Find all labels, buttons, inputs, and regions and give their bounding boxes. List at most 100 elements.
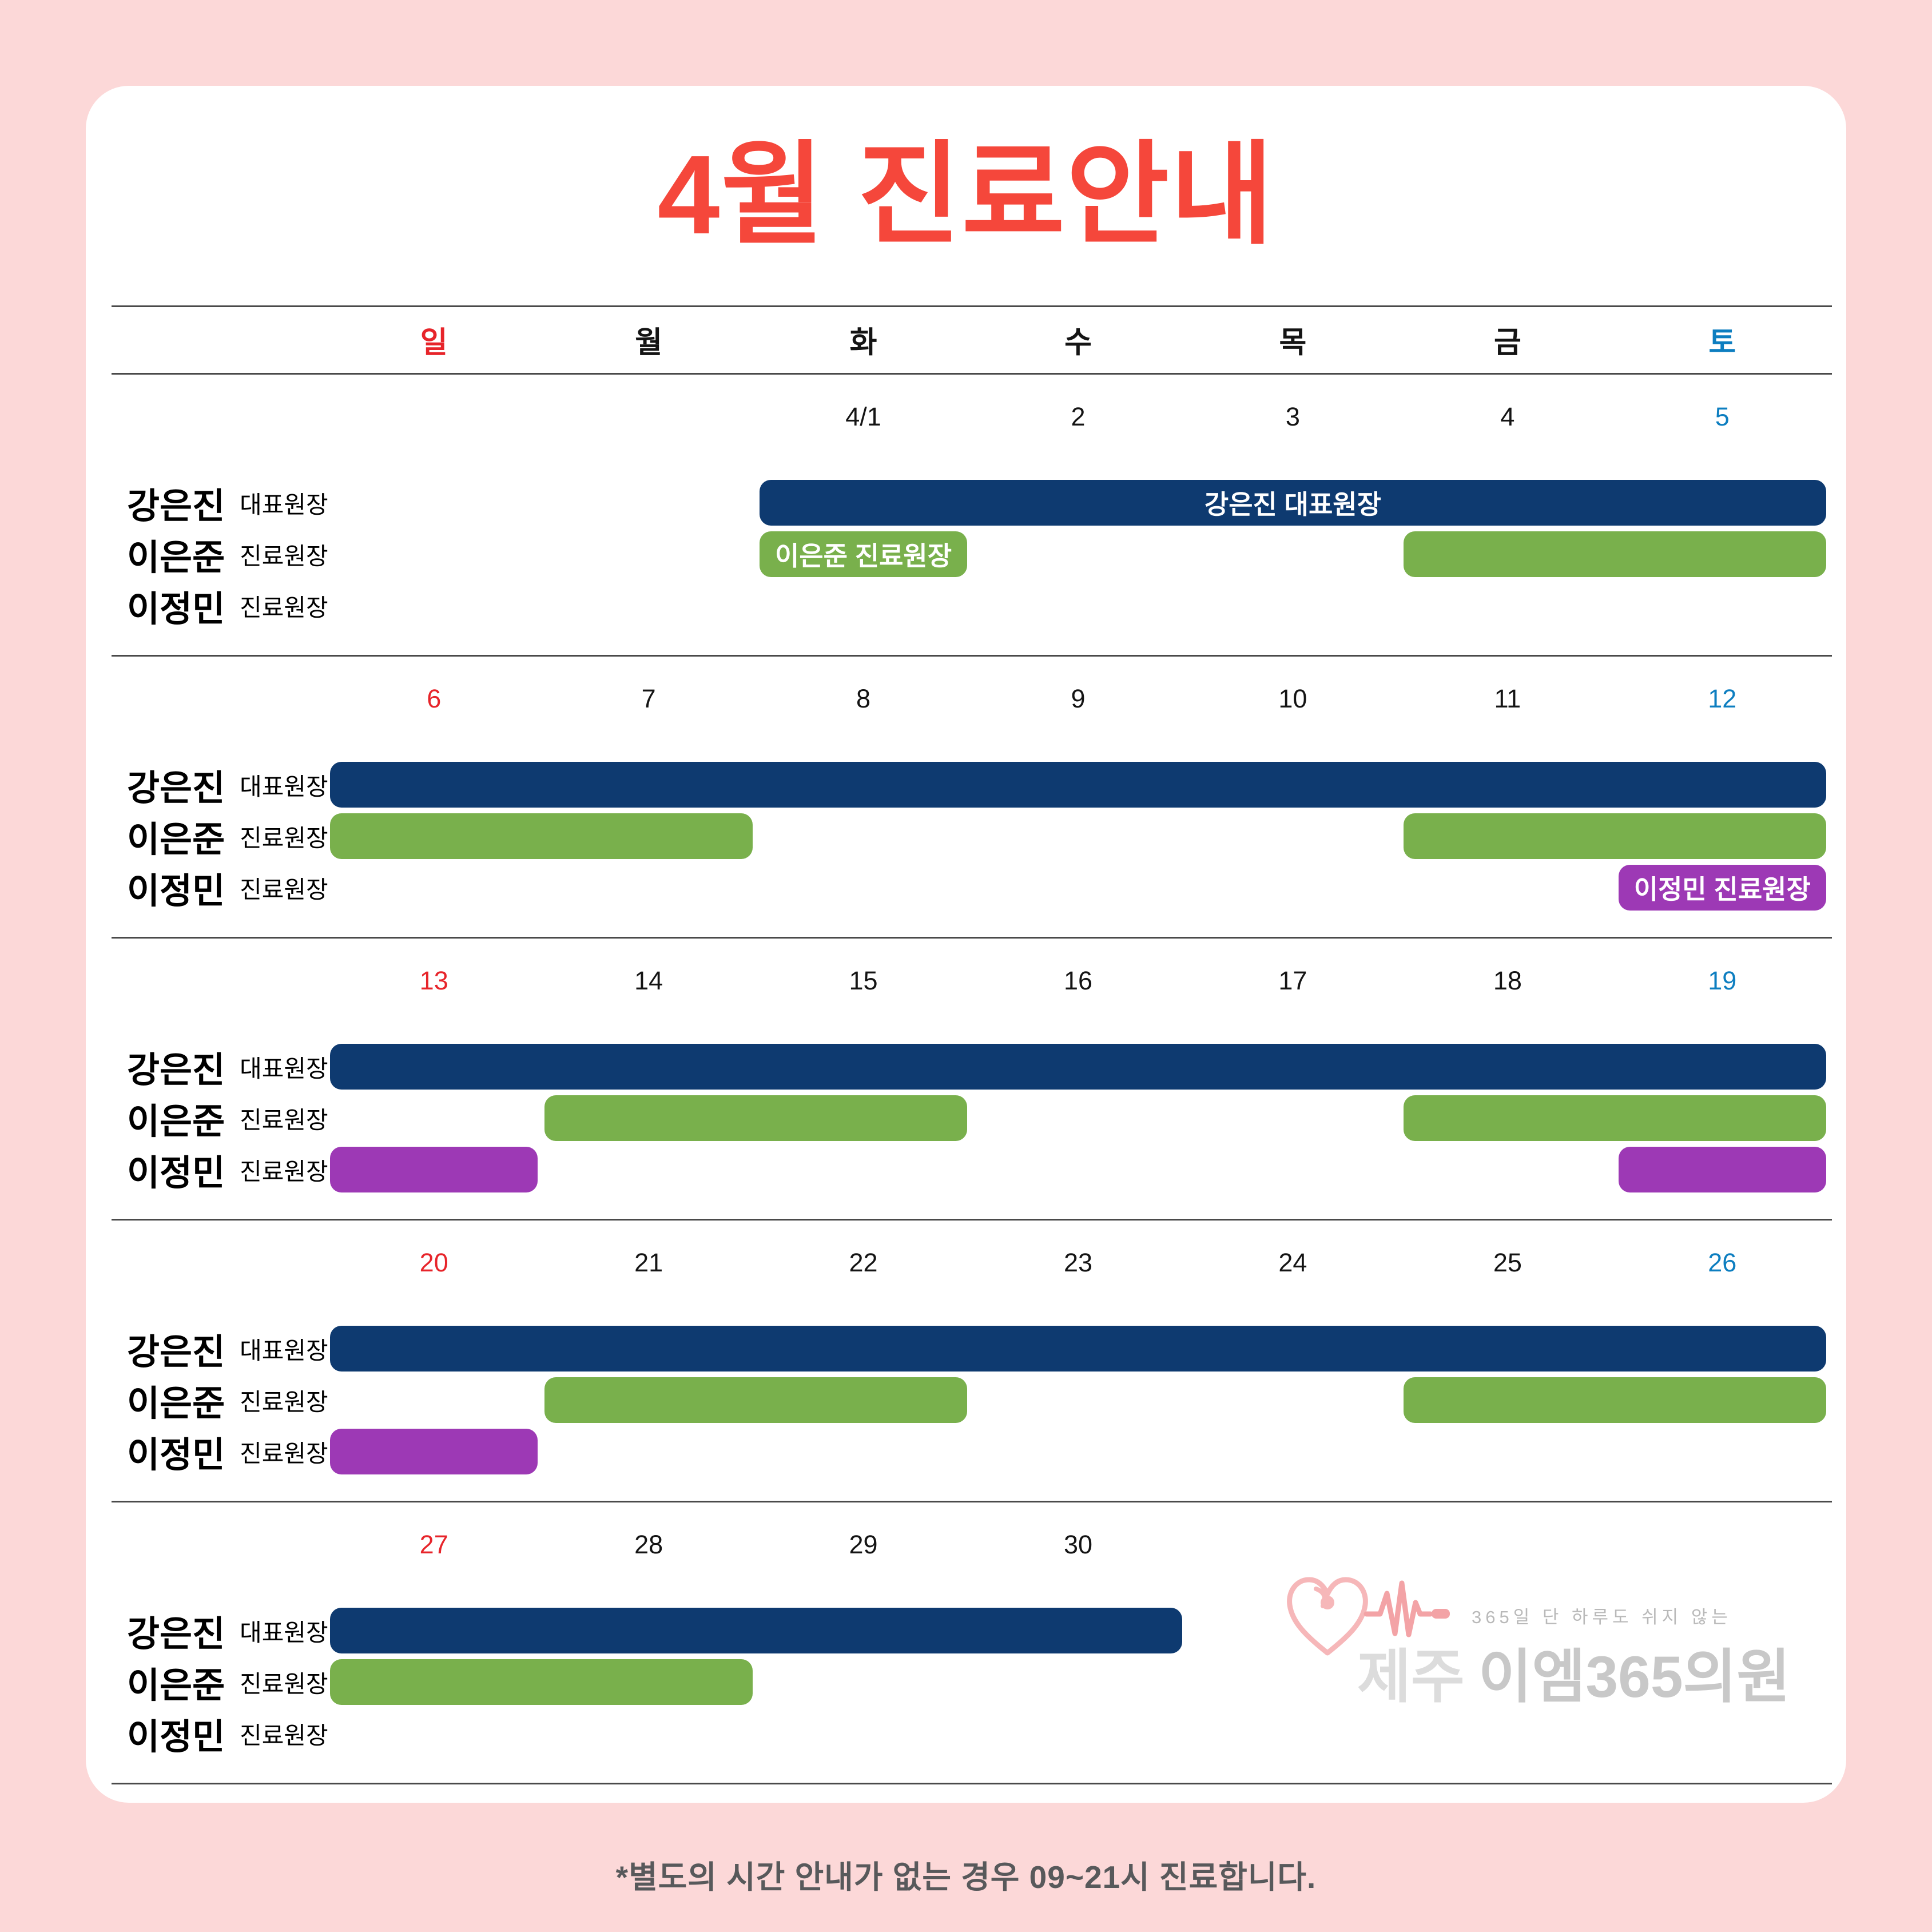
doctor-row-label: 강은진 대표원장 [127, 480, 328, 526]
date-label: 13 [419, 966, 448, 995]
doctor-name: 강은진 [127, 1051, 225, 1090]
date-label: 19 [1708, 966, 1737, 995]
date-label: 24 [1278, 1248, 1307, 1277]
date-label: 17 [1278, 966, 1307, 995]
bar-label: 이은준 진료원장 [775, 541, 952, 571]
day-header-7: 토 [1708, 326, 1736, 360]
schedule-bar: 이은준 진료원장 [759, 531, 968, 577]
date-label: 7 [641, 684, 656, 713]
week-divider [112, 1501, 1832, 1502]
date-label: 28 [634, 1530, 663, 1559]
schedule-bar [330, 813, 753, 859]
header-bottom-line [112, 373, 1832, 375]
doctor-name: 이정민 [127, 1436, 225, 1475]
doctor-row-label: 이정민 진료원장 [127, 865, 328, 911]
doctor-role: 대표원장 [240, 491, 328, 518]
doctor-row-label: 이은준 진료원장 [127, 1377, 328, 1424]
date-label: 16 [1063, 966, 1093, 995]
doctor-name: 이은준 [127, 1384, 225, 1424]
day-header-2: 월 [635, 326, 663, 360]
doctor-role: 대표원장 [240, 1619, 328, 1646]
date-label: 5 [1715, 402, 1730, 431]
doctor-role: 대표원장 [240, 1055, 328, 1082]
date-label: 12 [1708, 684, 1737, 713]
date-label: 4/1 [845, 402, 881, 431]
schedule-bar [1404, 813, 1826, 859]
date-label: 6 [427, 684, 442, 713]
bar-label: 강은진 대표원장 [1204, 490, 1381, 519]
doctor-row-label: 이은준 진료원장 [127, 1659, 328, 1706]
day-header-4: 수 [1064, 326, 1092, 360]
day-header-5: 목 [1279, 326, 1307, 360]
date-label: 21 [634, 1248, 663, 1277]
doctor-role: 진료원장 [240, 542, 328, 570]
schedule-bar [544, 1095, 968, 1141]
logo-clinic-name: 이엠365의원 [1478, 1644, 1791, 1710]
doctor-row-label: 강은진 대표원장 [127, 762, 328, 808]
clinic-logo: 365일 단 하루도 쉬지 않는 제주 이엠365의원 [1283, 1567, 1790, 1710]
date-label: 30 [1063, 1530, 1093, 1559]
schedule-bar [330, 1608, 1182, 1653]
date-label: 9 [1071, 684, 1086, 713]
schedule-bar [1404, 1377, 1826, 1423]
schedule-bar [1404, 531, 1826, 577]
footer-note: *별도의 시간 안내가 없는 경우 09~21시 진료합니다. [615, 1859, 1317, 1895]
bar-label: 이정민 진료원장 [1633, 874, 1811, 904]
doctor-role: 대표원장 [240, 1337, 328, 1364]
schedule-bar [1404, 1095, 1826, 1141]
doctor-row-label: 이정민 진료원장 [127, 583, 328, 629]
date-label: 4 [1500, 402, 1515, 431]
schedule-bar [330, 1429, 538, 1474]
day-header-3: 화 [849, 326, 877, 360]
doctor-role: 진료원장 [240, 1388, 328, 1416]
schedule-bar [330, 1326, 1826, 1372]
doctor-row-label: 이정민 진료원장 [127, 1429, 328, 1475]
date-label: 3 [1285, 402, 1300, 431]
date-label: 22 [849, 1248, 878, 1277]
doctor-role: 진료원장 [240, 1722, 328, 1749]
date-label: 15 [849, 966, 878, 995]
date-label: 18 [1493, 966, 1522, 995]
doctor-name: 강은진 [127, 769, 225, 808]
date-label: 25 [1493, 1248, 1522, 1277]
date-label: 29 [849, 1530, 878, 1559]
doctor-name: 강은진 [127, 1333, 225, 1372]
doctor-role: 진료원장 [240, 1670, 328, 1698]
doctor-role: 진료원장 [240, 876, 328, 903]
doctor-role: 진료원장 [240, 594, 328, 621]
date-label: 20 [419, 1248, 448, 1277]
doctor-role: 진료원장 [240, 1158, 328, 1185]
doctor-name: 강은진 [127, 487, 225, 526]
week-divider [112, 1219, 1832, 1221]
date-label: 2 [1071, 402, 1086, 431]
logo-region-text: 제주 [1357, 1644, 1465, 1710]
date-label: 26 [1708, 1248, 1737, 1277]
doctor-row-label: 강은진 대표원장 [127, 1326, 328, 1372]
doctor-row-label: 강은진 대표원장 [127, 1608, 328, 1654]
day-header-6: 금 [1493, 326, 1521, 360]
doctor-name: 이정민 [127, 590, 225, 629]
date-label: 11 [1494, 684, 1521, 713]
doctor-role: 진료원장 [240, 1440, 328, 1467]
week-divider [112, 655, 1832, 657]
doctor-name: 이정민 [127, 1154, 225, 1193]
date-label: 27 [419, 1530, 448, 1559]
week-divider [112, 1783, 1832, 1784]
date-label: 23 [1063, 1248, 1093, 1277]
doctor-name: 이은준 [127, 820, 225, 860]
header-top-line [112, 305, 1832, 307]
schedule-bar [330, 1659, 753, 1705]
date-label: 8 [856, 684, 871, 713]
doctor-role: 진료원장 [240, 1106, 328, 1134]
date-label: 14 [634, 966, 663, 995]
doctor-row-label: 이정민 진료원장 [127, 1711, 328, 1757]
schedule-bar [544, 1377, 968, 1423]
logo-tagline: 365일 단 하루도 쉬지 않는 [1472, 1607, 1732, 1627]
doctor-name: 이정민 [127, 872, 225, 911]
date-label: 10 [1278, 684, 1307, 713]
schedule-bar [330, 762, 1826, 808]
schedule-bar [1618, 1147, 1826, 1192]
doctor-role: 대표원장 [240, 773, 328, 800]
doctor-name: 이은준 [127, 538, 225, 578]
